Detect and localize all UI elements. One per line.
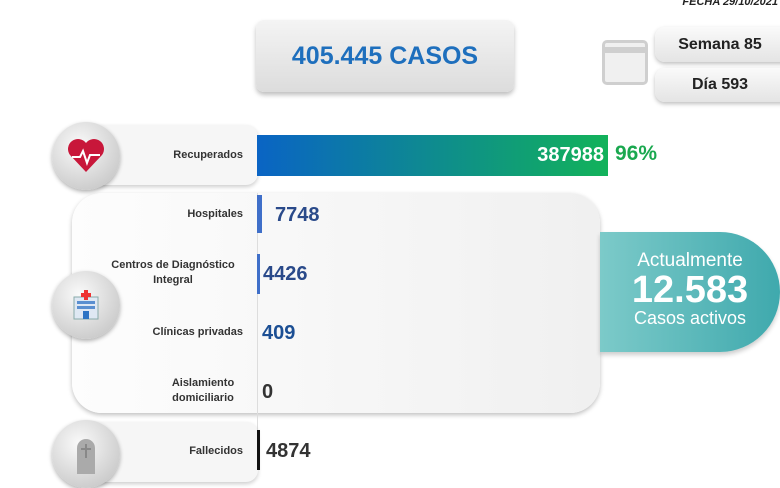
recovered-value: 387988 [537,144,604,166]
home-isolation-value: 0 [262,381,274,403]
active-cases-badge: Actualmente 12.583 Casos activos [600,232,780,352]
recovered-label: Recuperados [173,149,243,161]
hospital-icon [52,271,120,339]
care-panel [72,193,600,413]
deaths-label: Fallecidos [189,445,243,457]
deaths-value: 4874 [266,440,311,462]
active-top: Actualmente [637,250,743,271]
hospitals-label: Hospitales [187,208,243,220]
active-value: 12.583 [631,269,749,311]
active-bottom: Casos activos [633,308,747,328]
hospitals-bar [257,195,262,233]
divider [257,193,258,433]
date-label: FECHA 29/10/2021 [682,0,778,8]
hospitals-value: 7748 [275,204,320,226]
cdi-value: 4426 [263,263,308,285]
home-isolation-label: Aislamiento domiciliario [171,377,235,404]
cdi-bar [257,254,260,294]
recovered-percent: 96% [615,142,658,165]
cdi-label: Centros de Diagnóstico Integral [111,259,235,286]
total-cases: 405.445 CASOS [256,20,514,92]
calendar-icon [602,40,648,85]
private-clinics-label: Clínicas privadas [152,326,244,338]
heart-pulse-icon [52,122,120,190]
deaths-bar [257,430,260,470]
tombstone-icon [52,420,120,488]
recovered-bar: 387988 [257,135,608,176]
day-badge: Día 593 [655,68,780,102]
private-clinics-value: 409 [262,322,296,344]
week-badge: Semana 85 [655,27,780,62]
